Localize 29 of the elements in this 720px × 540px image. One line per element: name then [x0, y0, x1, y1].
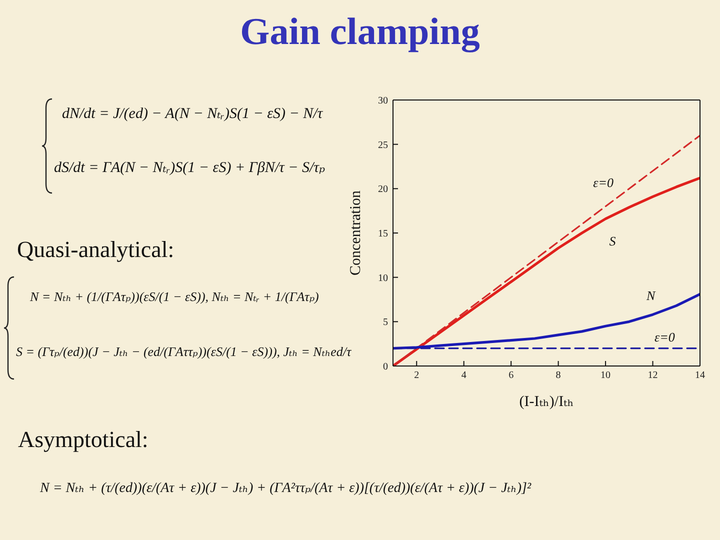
y-axis-title: Concentration: [348, 190, 364, 276]
x-tick-label: 8: [556, 370, 561, 382]
text: dN/dt = J/(ed) − A(N − Nₜᵣ)S(1 − εS) − N/τ: [62, 106, 323, 122]
y-tick-label: 30: [378, 96, 388, 107]
series-label: S: [609, 232, 616, 248]
series-label: ε=0: [593, 174, 614, 190]
y-tick-label: 20: [378, 184, 388, 196]
line-series: [393, 292, 700, 350]
text: Quasi-analytical:: [17, 237, 174, 262]
series-label: N: [646, 288, 657, 303]
x-tick-label: 6: [508, 370, 514, 382]
y-tick-label: 25: [378, 140, 388, 151]
y-tick-label: 15: [378, 228, 388, 240]
text: dS/dt = ΓA(N − Nₜᵣ)S(1 − εS) + ΓβN/τ − S/τₚ: [54, 160, 326, 176]
chart-title: Gain clamping: [240, 11, 480, 53]
x-tick-label: 10: [600, 370, 611, 382]
x-tick-label: 14: [695, 370, 705, 382]
x-tick-label: 4: [461, 370, 466, 382]
y-tick-label: 10: [378, 272, 388, 284]
y-tick-label: 5: [383, 317, 388, 328]
x-axis-title: (I-Iₜₕ)/Iₜₕ: [519, 394, 574, 410]
x-tick-label: 12: [648, 370, 658, 382]
text: Asymptotical:: [18, 427, 148, 452]
text: N = Nₜₕ + (τ/(ed))(ε/(Aτ + ε))(J − Jₜₕ) + (ΓA²ττₚ/(Aτ + ε))[(τ/(ed))(ε/(Aτ + ε))(J − Jₜₕ)]²: [40, 481, 532, 496]
y-tick-label: 0: [383, 362, 388, 373]
series-label: ε=0: [654, 328, 676, 344]
text: N = Nₜₕ + (1/(ΓAτₚ))(εS/(1 − εS)), Nₜₕ = Nₜᵣ + 1/(ΓAτₚ): [30, 289, 319, 304]
x-tick-label: 2: [414, 370, 420, 382]
text: S = (Γτₚ/(ed))(J − Jₜₕ − (ed/(ΓAττₚ))(εS/(1 − εS))), Jₜₕ = Nₜₕed/τ: [16, 344, 352, 359]
